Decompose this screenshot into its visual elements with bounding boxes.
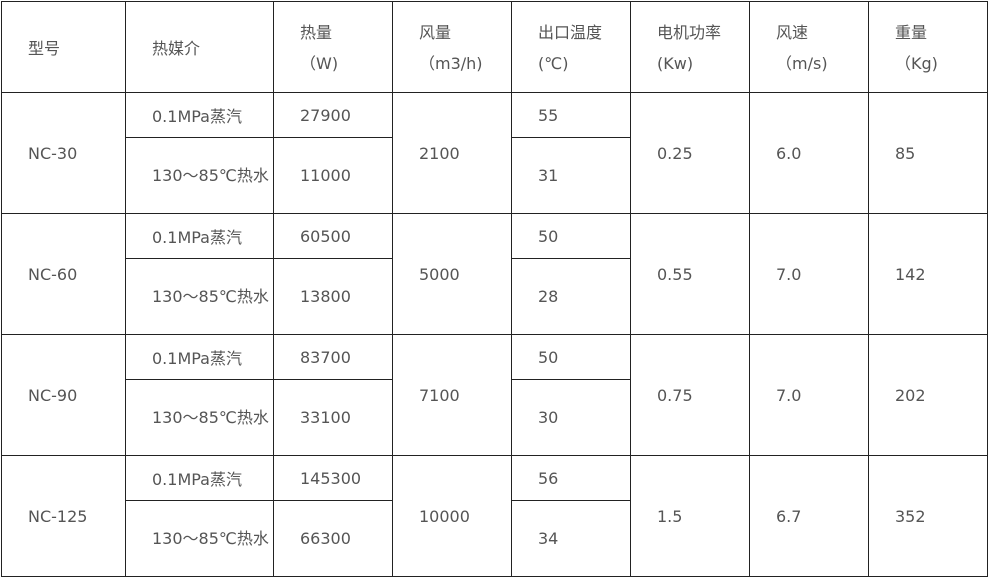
header-outlet-temp: 出口温度 (℃) bbox=[511, 1, 631, 93]
heat-cell: 145300 bbox=[273, 455, 393, 501]
table-row: NC-60 0.1MPa蒸汽 60500 5000 50 0.55 7.0 142 bbox=[1, 213, 988, 335]
medium-cell: 130～85℃热水 bbox=[125, 500, 274, 577]
weight-cell: 85 bbox=[868, 92, 988, 214]
medium-cell: 130～85℃热水 bbox=[125, 137, 274, 214]
outlet-temp-cell: 28 bbox=[511, 258, 631, 335]
motor-power-cell: 1.5 bbox=[630, 455, 750, 577]
heat-cell: 27900 bbox=[273, 92, 393, 138]
motor-power-cell: 0.25 bbox=[630, 92, 750, 214]
table-row: NC-125 0.1MPa蒸汽 145300 10000 56 1.5 6.7 352 bbox=[1, 455, 988, 577]
wind-speed-cell: 6.7 bbox=[749, 455, 869, 577]
header-unit: （W) bbox=[300, 54, 339, 73]
header-label: 出口温度 bbox=[538, 23, 603, 42]
header-label: 热量 bbox=[300, 23, 333, 42]
medium-cell: 0.1MPa蒸汽 bbox=[125, 92, 274, 138]
heat-cell: 83700 bbox=[273, 334, 393, 380]
header-unit: （m/s) bbox=[776, 54, 828, 73]
outlet-temp-cell: 50 bbox=[511, 213, 631, 259]
medium-cell: 0.1MPa蒸汽 bbox=[125, 213, 274, 259]
header-label: 型号 bbox=[28, 38, 61, 58]
medium-cell: 130～85℃热水 bbox=[125, 258, 274, 335]
outlet-temp-cell: 31 bbox=[511, 137, 631, 214]
airflow-cell: 2100 bbox=[392, 92, 512, 214]
heat-cell: 66300 bbox=[273, 500, 393, 577]
header-weight: 重量 （Kg) bbox=[868, 1, 988, 93]
table-row: 130～85℃热水 11000 31 bbox=[2, 137, 988, 214]
header-unit: （m3/h) bbox=[419, 54, 483, 73]
airflow-cell: 5000 bbox=[392, 213, 512, 335]
header-wind-speed: 风速 （m/s) bbox=[749, 1, 869, 93]
heat-cell: 33100 bbox=[273, 379, 393, 456]
weight-cell: 142 bbox=[868, 213, 988, 335]
heat-cell: 11000 bbox=[273, 137, 393, 214]
table-row: 130～85℃热水 13800 28 bbox=[2, 258, 988, 335]
weight-cell: 352 bbox=[868, 455, 988, 577]
medium-cell: 0.1MPa蒸汽 bbox=[125, 455, 274, 501]
outlet-temp-cell: 34 bbox=[511, 500, 631, 577]
model-cell: NC-60 bbox=[1, 213, 126, 335]
header-unit: （Kg) bbox=[895, 54, 938, 73]
outlet-temp-cell: 50 bbox=[511, 334, 631, 380]
wind-speed-cell: 6.0 bbox=[749, 92, 869, 214]
airflow-cell: 10000 bbox=[392, 455, 512, 577]
header-unit: (Kw) bbox=[657, 54, 694, 73]
model-cell: NC-30 bbox=[1, 92, 126, 214]
header-label: 热媒介 bbox=[152, 38, 201, 58]
header-motor-power: 电机功率 (Kw) bbox=[630, 1, 750, 93]
header-model: 型号 bbox=[1, 1, 126, 93]
header-label: 重量 bbox=[895, 23, 928, 42]
heat-cell: 13800 bbox=[273, 258, 393, 335]
table-row: NC-30 0.1MPa蒸汽 27900 2100 55 0.25 6.0 85 bbox=[1, 92, 988, 214]
table-row: 130～85℃热水 66300 34 bbox=[2, 500, 988, 577]
outlet-temp-cell: 56 bbox=[511, 455, 631, 501]
header-medium: 热媒介 bbox=[125, 1, 274, 93]
model-cell: NC-90 bbox=[1, 334, 126, 456]
header-row: 型号 热媒介 热量 （W) 风量 （m3/h) 出口温度 (℃) 电机功率 (Kw) 风速 （m/s)… bbox=[1, 1, 988, 93]
table-row: NC-90 0.1MPa蒸汽 83700 7100 50 0.75 7.0 202 bbox=[1, 334, 988, 456]
model-cell: NC-125 bbox=[1, 455, 126, 577]
outlet-temp-cell: 55 bbox=[511, 92, 631, 138]
airflow-cell: 7100 bbox=[392, 334, 512, 456]
header-label: 电机功率 bbox=[657, 23, 722, 42]
header-label: 风量 bbox=[419, 23, 452, 42]
weight-cell: 202 bbox=[868, 334, 988, 456]
header-airflow: 风量 （m3/h) bbox=[392, 1, 512, 93]
wind-speed-cell: 7.0 bbox=[749, 213, 869, 335]
header-label: 风速 bbox=[776, 23, 809, 42]
motor-power-cell: 0.75 bbox=[630, 334, 750, 456]
motor-power-cell: 0.55 bbox=[630, 213, 750, 335]
header-unit: (℃) bbox=[538, 54, 569, 73]
table-row: 130～85℃热水 33100 30 bbox=[2, 379, 988, 456]
heat-cell: 60500 bbox=[273, 213, 393, 259]
medium-cell: 130～85℃热水 bbox=[125, 379, 274, 456]
wind-speed-cell: 7.0 bbox=[749, 334, 869, 456]
header-heat: 热量 （W) bbox=[273, 1, 393, 93]
medium-cell: 0.1MPa蒸汽 bbox=[125, 334, 274, 380]
outlet-temp-cell: 30 bbox=[511, 379, 631, 456]
